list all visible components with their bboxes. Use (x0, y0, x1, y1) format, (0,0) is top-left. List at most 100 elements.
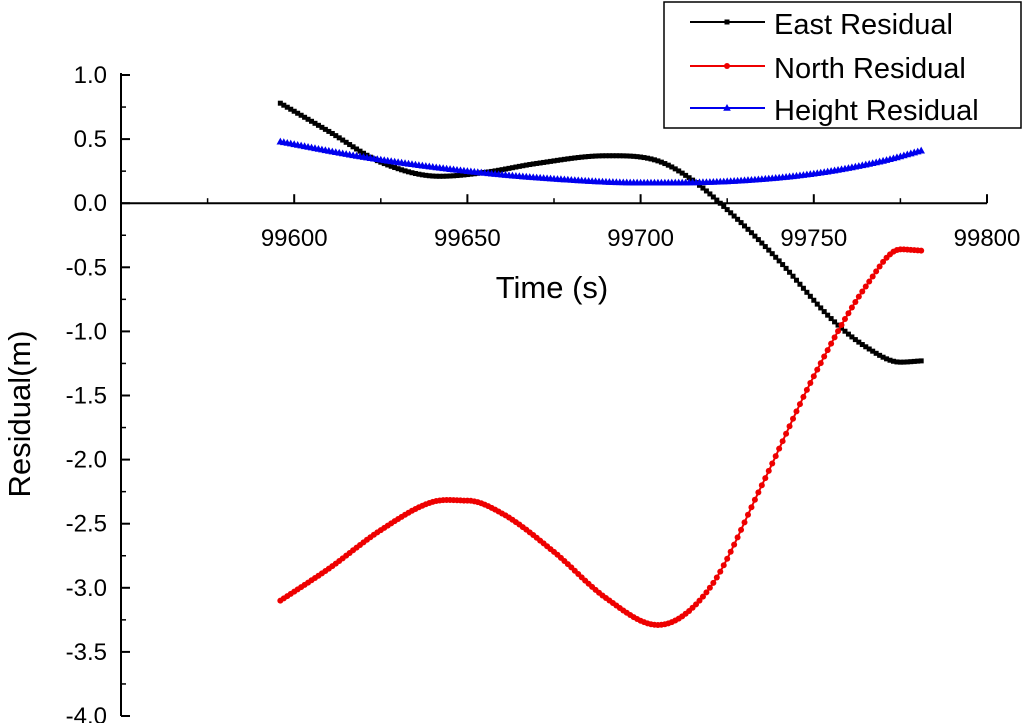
data-point-east (437, 173, 443, 179)
data-point-east (793, 277, 799, 283)
data-point-east (835, 322, 841, 328)
data-point-east (309, 118, 315, 124)
data-point-north (828, 340, 835, 347)
data-point-north (859, 288, 866, 295)
data-point-east (790, 273, 796, 279)
data-point-north (741, 519, 748, 526)
data-point-east (717, 200, 723, 206)
data-point-north (814, 366, 821, 373)
data-point-east (516, 163, 522, 169)
data-point-east (277, 100, 283, 106)
data-point-east (343, 139, 349, 145)
data-point-east (357, 148, 363, 154)
data-point-east (433, 173, 439, 179)
data-point-east (319, 124, 325, 130)
data-point-east (451, 173, 457, 179)
data-point-east (787, 269, 793, 275)
data-point-east (755, 237, 761, 243)
data-point-east (700, 185, 706, 191)
data-point-east (454, 173, 460, 179)
data-point-east (315, 122, 321, 128)
data-point-north (810, 373, 817, 380)
data-point-east (541, 159, 547, 165)
data-point-north (720, 562, 727, 569)
data-point-east (457, 172, 463, 178)
data-point-north (793, 408, 800, 415)
data-point-east (447, 173, 453, 179)
data-point-east (388, 163, 394, 169)
y-tick-label: 0.0 (74, 190, 107, 217)
data-point-north (703, 589, 710, 596)
data-point-east (530, 161, 536, 167)
data-point-north (852, 298, 859, 305)
data-point-east (464, 172, 470, 178)
data-point-east (638, 154, 644, 160)
data-point-north (807, 379, 814, 386)
data-point-east (409, 170, 415, 176)
data-point-east (416, 171, 422, 177)
data-point-east (385, 162, 391, 168)
data-point-east (599, 153, 605, 159)
data-point-east (568, 155, 574, 161)
data-point-east (586, 154, 592, 160)
data-point-east (762, 244, 768, 250)
data-point-east (423, 172, 429, 178)
data-point-east (561, 156, 567, 162)
data-point-east (520, 163, 526, 169)
data-point-east (613, 153, 619, 159)
data-point-east (627, 153, 633, 159)
data-point-east (554, 157, 560, 163)
data-point-north (710, 579, 717, 586)
data-point-east (911, 358, 917, 364)
legend-marker-north (724, 63, 730, 69)
data-point-north (866, 278, 873, 285)
data-point-east (856, 339, 862, 345)
y-tick-label: -1.0 (66, 318, 107, 345)
data-point-north (817, 360, 824, 367)
data-point-east (631, 153, 637, 159)
data-point-east (804, 289, 810, 295)
data-point-east (832, 319, 838, 325)
data-point-east (572, 155, 578, 161)
data-point-east (503, 166, 509, 172)
data-point-height (917, 146, 925, 154)
data-point-east (915, 358, 921, 364)
data-point-north (845, 310, 852, 317)
data-point-east (918, 358, 924, 364)
data-point-east (548, 158, 554, 164)
data-point-east (322, 126, 328, 132)
data-point-east (814, 301, 820, 307)
data-point-east (281, 102, 287, 108)
data-point-east (496, 167, 502, 173)
data-point-east (288, 106, 294, 112)
x-tick-label: 99750 (780, 225, 847, 252)
data-point-east (565, 156, 571, 162)
y-tick-label: -3.5 (66, 639, 107, 666)
data-point-east (849, 334, 855, 340)
data-point-north (918, 247, 925, 254)
data-point-east (603, 153, 609, 159)
data-point-north (873, 268, 880, 275)
data-point-east (728, 210, 734, 216)
data-point-east (890, 358, 896, 364)
data-point-east (894, 359, 900, 365)
data-point-east (811, 297, 817, 303)
data-point-north (862, 283, 869, 290)
data-point-east (825, 312, 831, 318)
x-tick-label: 99700 (607, 225, 674, 252)
data-point-north (876, 263, 883, 270)
data-point-east (402, 168, 408, 174)
data-point-east (593, 153, 599, 159)
data-point-east (721, 203, 727, 209)
y-tick-label: 1.0 (74, 62, 107, 89)
data-point-east (302, 114, 308, 120)
legend-marker-height (723, 104, 731, 111)
data-point-east (444, 173, 450, 179)
data-point-north (776, 445, 783, 452)
y-axis-title: Residual(m) (2, 330, 37, 497)
data-point-east (745, 226, 751, 232)
data-point-east (665, 162, 671, 168)
data-point-east (714, 197, 720, 203)
data-point-north (751, 496, 758, 503)
data-point-east (406, 169, 412, 175)
